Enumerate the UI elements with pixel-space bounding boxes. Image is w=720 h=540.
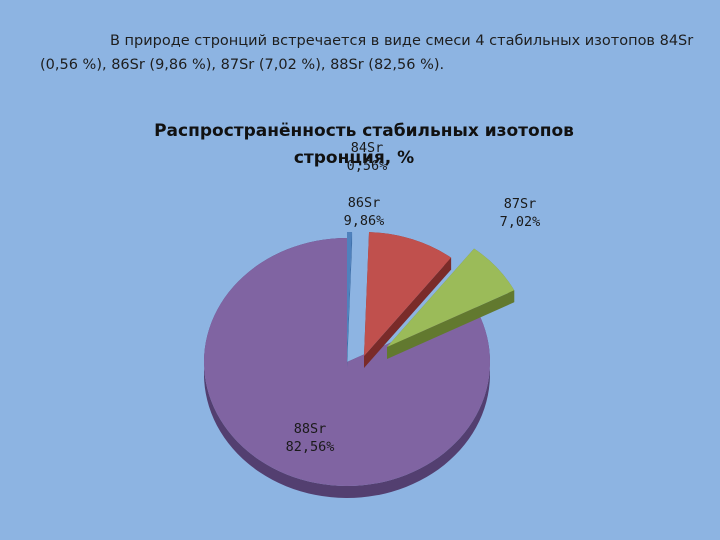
chart-title-line-1: Распространённость стабильных изотопов	[154, 121, 574, 141]
data-labels: 84Sr 0,56% 86Sr 9,86% 87Sr 7,02% 88Sr 82,56%	[286, 140, 541, 455]
pie-slice-top	[203, 238, 490, 487]
pie-slice-top	[347, 232, 353, 356]
pie-slice-87sr	[387, 248, 515, 359]
data-label-86sr: 86Sr 9,86%	[344, 195, 385, 229]
data-label-84sr: 84Sr 0,56%	[347, 140, 388, 174]
chart-title-line-2: стронция, %	[294, 148, 414, 168]
pie-slices	[203, 232, 515, 498]
pie-slice-top	[387, 248, 515, 347]
pie-slice-wall	[387, 290, 515, 359]
pie-slice-wall	[347, 232, 353, 368]
pie-slice-84sr	[347, 232, 353, 368]
pie-slice-wall	[364, 257, 452, 368]
data-label-88sr: 88Sr 82,56%	[286, 421, 335, 455]
pie-slice-86sr	[364, 232, 452, 368]
pie-slice-top	[364, 232, 452, 356]
intro-text: В природе стронций встречается в виде см…	[40, 33, 694, 73]
data-label-87sr: 87Sr 7,02%	[500, 196, 541, 230]
